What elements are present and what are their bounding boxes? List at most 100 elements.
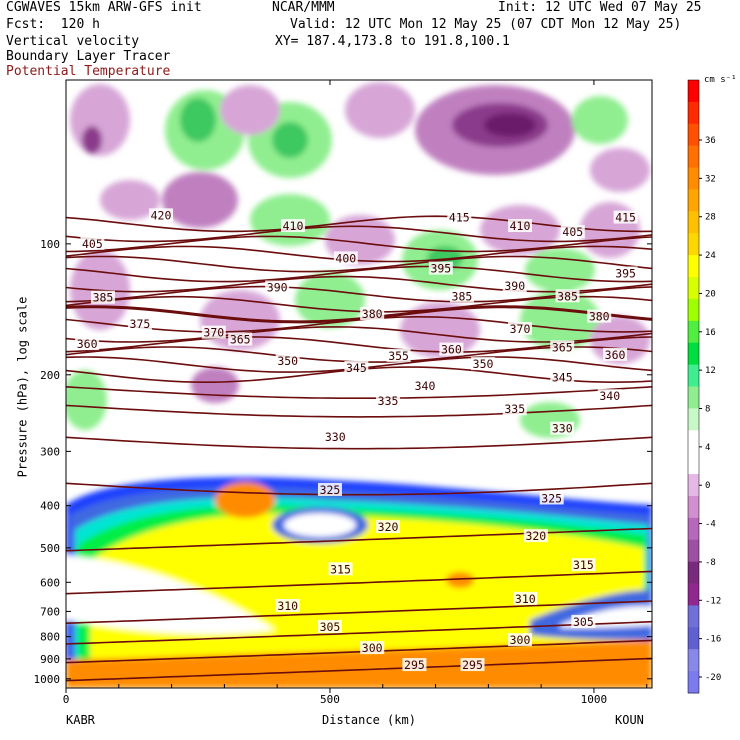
contour-label-bg <box>127 317 152 331</box>
contour-label-bg <box>587 309 612 323</box>
contour-label-bg <box>597 389 622 403</box>
contour-label: 295 <box>404 658 425 672</box>
contour-label: 405 <box>562 225 583 239</box>
colorbar-tick-label: -20 <box>705 673 721 683</box>
contour-label: 380 <box>589 310 610 324</box>
contour-label: 350 <box>277 354 298 368</box>
x-tick-label: 500 <box>320 693 340 706</box>
contour-label-bg <box>571 614 596 628</box>
contour-label-bg <box>471 357 496 371</box>
contour-label-bg <box>323 429 348 443</box>
contour-label-bg <box>502 279 527 293</box>
theta-contour-385 <box>66 285 652 303</box>
colorbar-tick-label: 8 <box>705 405 710 415</box>
colorbar-segment <box>688 649 699 672</box>
y-tick-label: 500 <box>40 542 60 555</box>
colorbar-segment <box>688 277 699 300</box>
x-tick-label: 0 <box>63 693 70 706</box>
contour-label: 305 <box>573 615 594 629</box>
contour-label: 410 <box>283 219 304 233</box>
colorbar-segment <box>688 255 699 278</box>
contour-label: 325 <box>320 483 341 497</box>
contour-label: 300 <box>510 633 531 647</box>
field-potential-temperature: Potential Temperature <box>6 64 171 79</box>
contour-label-bg <box>376 394 401 408</box>
colorbar-segment <box>688 80 699 103</box>
contour-label: 375 <box>130 317 151 331</box>
contour-label-bg <box>402 658 427 672</box>
contour-label: 365 <box>230 333 251 347</box>
contour-label-bg <box>523 529 548 543</box>
contour-label: 350 <box>473 357 494 371</box>
contour-label-bg <box>149 208 174 222</box>
contour-label-bg <box>90 290 115 304</box>
contour-label-bg <box>428 261 453 275</box>
contour-label: 335 <box>378 394 399 408</box>
y-tick-label: 1000 <box>34 673 61 686</box>
x-axis: 0 500 1000 <box>63 80 648 706</box>
contour-label-bg <box>201 325 226 339</box>
contour-label: 360 <box>77 337 98 351</box>
contour-label-bg <box>460 658 485 672</box>
contour-label: 380 <box>362 307 383 321</box>
theta-contour-320 <box>66 527 652 552</box>
colorbar-unit: cm s⁻¹ <box>704 75 737 85</box>
colorbar-segment <box>688 101 699 125</box>
colorbar: 36 32 28 24 20 16 12 8 4 0 -4 -8 -12 -16 -20 <box>687 79 721 694</box>
contour-label-bg <box>328 562 353 576</box>
y-tick-label: 600 <box>40 576 60 589</box>
y-tick-label: 900 <box>40 653 60 666</box>
contour-label: 310 <box>515 592 536 606</box>
contour-label: 395 <box>615 267 636 281</box>
contour-label-bg <box>508 219 533 233</box>
contour-label-bg <box>550 340 575 354</box>
field-vertical-velocity: Vertical velocity <box>6 34 140 49</box>
plot-frame <box>65 79 653 689</box>
contour-label: 370 <box>203 326 224 340</box>
colorbar-tick-label: 20 <box>705 289 716 299</box>
contour-label: 360 <box>605 348 626 362</box>
header-title: CGWAVES 15km ARW-GFS init <box>6 0 202 15</box>
forecast-hour: Fcst: 120 h <box>6 17 100 32</box>
theta-contour-340 <box>66 386 652 399</box>
colorbar-tick-label: 0 <box>705 481 710 491</box>
contour-label-bg <box>275 598 300 612</box>
theta-contour-335 <box>66 404 652 418</box>
theta-contour-310 <box>66 600 652 624</box>
contour-label-bg <box>376 520 401 534</box>
contour-label: 385 <box>452 289 473 303</box>
contour-label: 300 <box>362 641 383 655</box>
y-axis: 100 200 300 400 500 600 700 800 900 1000 <box>34 238 652 686</box>
theta-contour-405 <box>66 245 652 263</box>
colorbar-segment <box>688 320 699 344</box>
colorbar-segment <box>688 452 699 475</box>
colorbar-segment <box>688 211 699 234</box>
contour-label: 405 <box>82 237 103 251</box>
x-tick-label: 1000 <box>581 693 608 706</box>
contour-label-bg <box>75 337 100 351</box>
contour-label: 315 <box>573 558 594 572</box>
contour-label-bg <box>508 322 533 336</box>
contour-label-bg <box>317 619 342 633</box>
contour-label: 320 <box>378 520 399 534</box>
contour-label-bg <box>80 236 105 250</box>
y-axis-label: Pressure (hPa), log scale <box>15 296 30 478</box>
theta-contour-325 <box>66 482 652 496</box>
xy-range: XY= 187.4,173.8 to 191.8,100.1 <box>275 34 510 49</box>
contour-label: 385 <box>93 291 114 305</box>
contour-label-bg <box>317 482 342 496</box>
contour-label-bg <box>228 332 253 346</box>
contour-label: 335 <box>504 402 525 416</box>
contour-label-bg <box>333 251 358 265</box>
colorbar-segment <box>688 123 699 147</box>
contour-label: 390 <box>267 281 288 295</box>
theta-contour-420 <box>66 215 652 233</box>
field-boundary-layer-tracer: Boundary Layer Tracer <box>6 49 171 64</box>
contour-label-bg <box>613 266 638 280</box>
x-endpoint-right: KOUN <box>615 713 644 727</box>
contour-label: 360 <box>441 343 462 357</box>
theta-contour-410 <box>66 235 652 253</box>
colorbar-tick-label: 28 <box>705 213 716 223</box>
colorbar-segment <box>688 145 699 169</box>
contour-label: 340 <box>415 379 436 393</box>
